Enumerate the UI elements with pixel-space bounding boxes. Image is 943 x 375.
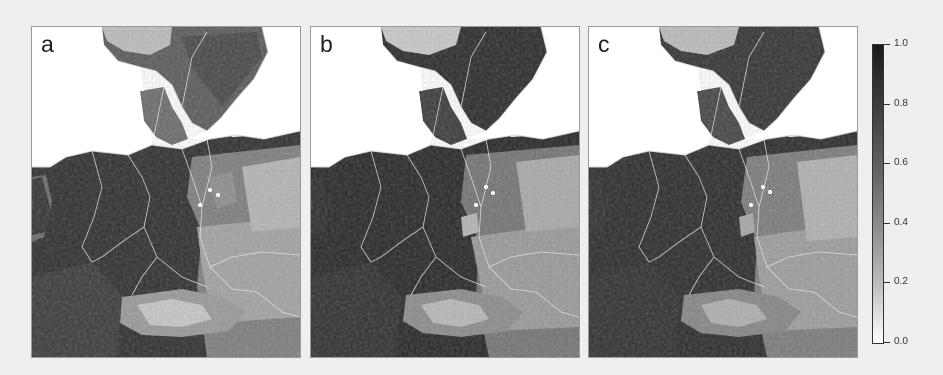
legend-tick-mark	[884, 44, 890, 45]
map-panel-a: a	[31, 26, 301, 358]
north-sea	[589, 27, 713, 167]
map-c-svg	[589, 27, 857, 357]
legend-tick-mark	[884, 282, 890, 284]
coastline	[589, 27, 857, 168]
baltic-sea	[745, 27, 857, 139]
north-sea	[32, 27, 156, 167]
site-marker	[768, 190, 772, 194]
baltic-sea	[467, 27, 579, 139]
panel-label: b	[320, 31, 333, 57]
site-marker	[198, 203, 202, 207]
country-borders	[81, 31, 300, 318]
north-sea	[311, 27, 435, 167]
site-marker	[474, 203, 478, 207]
site-marker	[208, 188, 212, 192]
legend-tick-mark	[884, 342, 890, 343]
map-panel-b: b	[310, 26, 580, 358]
legend-tick-label: 0.0	[894, 336, 908, 347]
site-marker	[749, 203, 753, 207]
site-marker	[484, 185, 488, 189]
site-marker	[761, 185, 765, 189]
panel-label: a	[41, 31, 54, 57]
legend-tick-mark	[884, 163, 890, 165]
legend-tick-label: 0.2	[894, 276, 908, 288]
baltic-sea	[188, 27, 300, 139]
legend-tick-label: 0.6	[894, 157, 908, 169]
panel-label: c	[598, 31, 610, 57]
legend-tick-label: 1.0	[894, 38, 908, 49]
legend-tick-mark	[884, 103, 890, 105]
map-panel-c: c	[588, 26, 858, 358]
coastline	[311, 27, 579, 168]
legend-tick-label: 0.4	[894, 216, 908, 228]
site-marker	[216, 193, 220, 197]
country-borders	[638, 31, 857, 318]
map-a-svg	[32, 27, 300, 357]
colorbar-legend	[872, 44, 884, 344]
legend-tick-mark	[884, 222, 890, 224]
map-b-svg	[311, 27, 579, 357]
legend-tick-label: 0.8	[894, 97, 908, 109]
country-borders	[360, 31, 579, 318]
site-marker	[491, 191, 495, 195]
coastline	[32, 27, 300, 168]
